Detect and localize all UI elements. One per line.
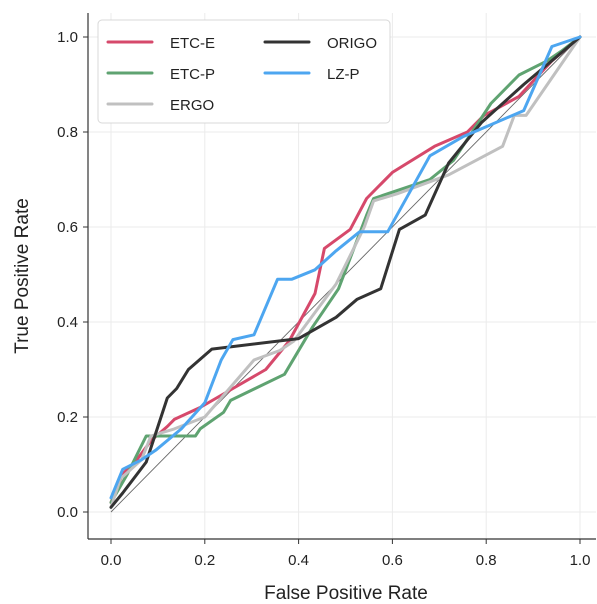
y-tick-label: 0.0 — [57, 504, 78, 521]
y-tick-label: 1.0 — [57, 29, 78, 46]
y-tick-label: 0.2 — [57, 409, 78, 426]
legend-label-ergo: ERGO — [170, 97, 214, 114]
legend: ETC-E ETC-P ERGO ORIGO LZ-P — [97, 19, 391, 124]
legend-label-lz-p: LZ-P — [327, 66, 360, 83]
x-tick-label: 0.0 — [101, 552, 122, 569]
x-axis-label: False Positive Rate — [264, 583, 428, 604]
y-tick-label: 0.8 — [57, 124, 78, 141]
legend-label-origo: ORIGO — [327, 35, 377, 52]
series-line-origo — [109, 35, 582, 509]
x-tick-label: 0.4 — [288, 552, 309, 569]
x-tick-label: 0.8 — [476, 552, 497, 569]
y-tick-label: 0.6 — [57, 219, 78, 236]
series-line-lz-p — [109, 35, 582, 500]
y-axis-label: True Positive Rate — [12, 198, 33, 354]
legend-box — [97, 19, 391, 124]
series-line-etc-p — [109, 35, 582, 504]
x-tick-label: 0.2 — [194, 552, 215, 569]
x-tick-label: 1.0 — [570, 552, 591, 569]
series-layer — [109, 35, 582, 509]
axes — [87, 13, 596, 540]
legend-label-etc-p: ETC-P — [170, 66, 215, 83]
legend-label-etc-e: ETC-E — [170, 35, 215, 52]
series-line-ergo — [109, 35, 582, 509]
y-tick-label: 0.4 — [57, 314, 78, 331]
ticks: 0.0 0.2 0.4 0.6 0.8 1.0 0.0 0.2 0.4 0.6 0.8 1.0 — [57, 29, 590, 569]
x-tick-label: 0.6 — [382, 552, 403, 569]
